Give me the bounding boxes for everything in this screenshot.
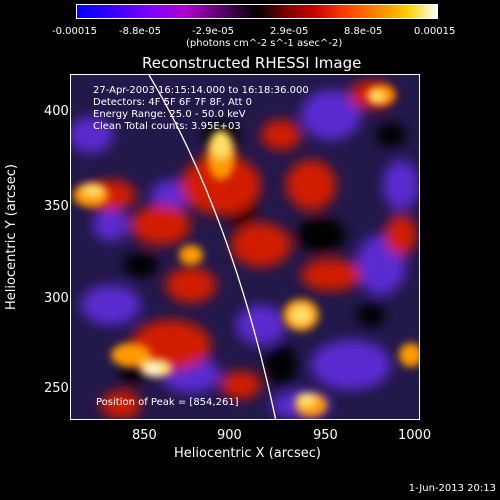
x-tick-label: 950 [313, 428, 338, 443]
peak-emission-region [211, 131, 231, 159]
negative-emission-region [383, 160, 419, 210]
y-tick-label: 400 [44, 104, 69, 119]
positive-emission-region [166, 267, 216, 303]
negative-emission-region [236, 305, 286, 345]
positive-emission-region [286, 160, 336, 210]
colorbar-tick-label: -8.8e-05 [119, 26, 161, 37]
x-tick-label: 900 [217, 428, 242, 443]
neutral-region [376, 123, 406, 147]
positive-emission-region [131, 205, 191, 245]
y-tick-label: 350 [44, 199, 69, 214]
colorbar-tick-label: 8.8e-05 [344, 26, 383, 37]
colorbar [76, 4, 438, 19]
positive-emission-region [231, 223, 291, 267]
y-tick-label: 300 [44, 291, 69, 306]
peak-emission-region [83, 184, 103, 196]
solar-limb-line [148, 75, 277, 419]
plot-title: Reconstructed RHESSI Image [142, 54, 362, 72]
positive-emission-region [385, 215, 417, 255]
positive-emission-region [101, 391, 141, 419]
positive-emission-region [261, 120, 301, 150]
colorbar-tick-label: -2.9e-05 [192, 26, 234, 37]
neutral-region [123, 253, 159, 277]
y-tick-label: 250 [44, 381, 69, 396]
positive-emission-region [301, 259, 361, 291]
peak-emission-region [291, 306, 311, 324]
y-axis-label: Heliocentric Y (arcsec) [4, 164, 19, 310]
colorbar-tick-label: 2.9e-05 [270, 26, 309, 37]
peak-emission-region [368, 91, 384, 103]
negative-emission-region [93, 209, 129, 241]
hot-emission-region [111, 343, 151, 367]
x-tick-label: 1000 [398, 428, 432, 443]
positive-emission-region [221, 371, 261, 399]
peak-emission-region [296, 393, 316, 407]
hot-emission-region [399, 343, 419, 367]
colorbar-tick-label: 0.00015 [414, 26, 456, 37]
image-plot-area: 27-Apr-2003 16:15:14.000 to 16:18:36.000… [70, 74, 420, 420]
negative-emission-region [301, 90, 361, 140]
negative-emission-region [311, 340, 391, 390]
neutral-region [296, 217, 346, 253]
colorbar-unit-label: (photons cm^-2 s^-1 asec^-2) [186, 38, 343, 49]
neutral-region [265, 345, 297, 385]
negative-emission-region [81, 285, 141, 325]
x-tick-label: 850 [132, 428, 157, 443]
positive-emission-region [181, 155, 261, 215]
annotation-peak-position: Position of Peak = [854,261] [96, 397, 239, 408]
peak-emission-core [147, 366, 159, 374]
footer-timestamp: 1-Jun-2013 20:13 [408, 483, 496, 494]
neutral-region [357, 303, 385, 327]
rhessi-image: 27-Apr-2003 16:15:14.000 to 16:18:36.000… [71, 75, 419, 419]
annotation-energy: Energy Range: 25.0 - 50.0 keV [93, 109, 246, 120]
hot-emission-region [179, 245, 203, 265]
annotation-time: 27-Apr-2003 16:15:14.000 to 16:18:36.000 [93, 85, 309, 96]
annotation-clean: Clean Total counts: 3.95E+03 [93, 121, 241, 132]
positive-emission-region [131, 320, 211, 370]
negative-emission-region [71, 117, 113, 153]
annotation-detectors: Detectors: 4F 5F 6F 7F 8F, Att 0 [93, 97, 252, 108]
negative-emission-region [151, 180, 191, 210]
neutral-region [119, 365, 143, 385]
x-axis-label: Heliocentric X (arcsec) [174, 446, 321, 461]
colorbar-tick-label: -0.00015 [52, 26, 97, 37]
